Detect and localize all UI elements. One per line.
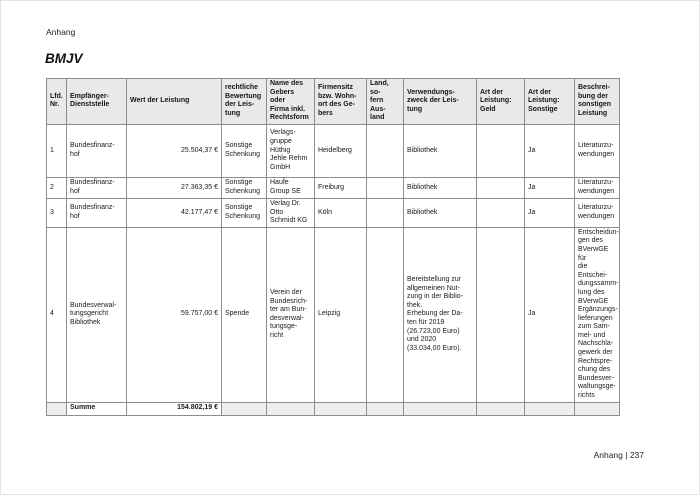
cell-geber: Verlags- gruppe Hüthig Jehle Rehm GmbH	[266, 123, 315, 178]
column-header-wert: Wert der Leistung	[126, 78, 222, 125]
sum-row-empty-cell	[524, 401, 575, 416]
cell-firmensitz: Heidelberg	[314, 123, 367, 178]
cell-land	[366, 226, 404, 403]
column-header-art-sonstige: Art der Leistung: Sonstige	[524, 78, 575, 125]
cell-bewertung: Sonstige Schenkung	[221, 123, 267, 178]
cell-lfd-nr: 2	[46, 176, 67, 199]
column-header-beschreibung: Beschrei- bung der sonstigen Leistung	[574, 78, 620, 125]
section-title: BMJV	[45, 51, 83, 66]
cell-firmensitz: Köln	[314, 197, 367, 228]
cell-art-geld	[476, 226, 525, 403]
cell-geber: Haufe Group SE	[266, 176, 315, 199]
cell-verwendungszweck: Bibliothek	[403, 123, 477, 178]
cell-beschreibung: Literaturzu- wendungen	[574, 197, 620, 228]
cell-beschreibung: Entscheidun- gen des BVerwGE für die Ent…	[574, 226, 620, 403]
table-row: 1 Bundesfinanz- hof 25.504,37 € Sonstige…	[46, 123, 620, 178]
cell-beschreibung: Literaturzu- wendungen	[574, 123, 620, 178]
cell-land	[366, 176, 404, 199]
cell-bewertung: Spende	[221, 226, 267, 403]
cell-art-sonstige: Ja	[524, 226, 575, 403]
cell-lfd-nr: 3	[46, 197, 67, 228]
cell-art-sonstige: Ja	[524, 123, 575, 178]
sum-row-empty-cell	[221, 401, 267, 416]
column-header-geber: Name des Gebers oder Firma inkl. Rechtsf…	[266, 78, 315, 125]
sum-row-empty-cell	[314, 401, 367, 416]
cell-art-geld	[476, 176, 525, 199]
cell-firmensitz: Freiburg	[314, 176, 367, 199]
cell-land	[366, 197, 404, 228]
cell-verwendungszweck: Bibliothek	[403, 176, 477, 199]
sum-row-empty-cell	[266, 401, 315, 416]
cell-wert: 59.757,00 €	[126, 226, 222, 403]
cell-firmensitz: Leipzig	[314, 226, 367, 403]
cell-geber: Verlag Dr. Otto Schmidt KG	[266, 197, 315, 228]
cell-empfaenger: Bundesfinanz- hof	[66, 176, 127, 199]
cell-verwendungszweck: Bibliothek	[403, 197, 477, 228]
column-header-bewertung: rechtliche Bewertung der Leis- tung	[221, 78, 267, 125]
sum-row: Summe 154.802,19 €	[46, 401, 620, 416]
sum-row-empty-cell	[403, 401, 477, 416]
cell-empfaenger: Bundesfinanz- hof	[66, 197, 127, 228]
table-row: 2 Bundesfinanz- hof 27.363,35 € Sonstige…	[46, 176, 620, 199]
page-header-label: Anhang	[46, 27, 76, 37]
cell-wert: 25.504,37 €	[126, 123, 222, 178]
benefits-table: Lfd. Nr. Empfänger- Dienststelle Wert de…	[46, 78, 620, 416]
cell-geber: Verein der Bundesrich- ter am Bun- desve…	[266, 226, 315, 403]
cell-empfaenger: Bundesfinanz- hof	[66, 123, 127, 178]
cell-verwendungszweck: Bereitstellung zur allgemeinen Nut- zung…	[403, 226, 477, 403]
column-header-art-geld: Art der Leistung: Geld	[476, 78, 525, 125]
column-header-empfaenger: Empfänger- Dienststelle	[66, 78, 127, 125]
column-header-verwendungszweck: Verwendungs- zweck der Leis- tung	[403, 78, 477, 125]
column-header-lfd-nr: Lfd. Nr.	[46, 78, 67, 125]
cell-bewertung: Sonstige Schenkung	[221, 197, 267, 228]
cell-bewertung: Sonstige Schenkung	[221, 176, 267, 199]
column-header-land: Land, so- fern Aus- land	[366, 78, 404, 125]
page-footer: Anhang | 237	[593, 450, 644, 460]
cell-beschreibung: Literaturzu- wendungen	[574, 176, 620, 199]
sum-row-empty-cell	[366, 401, 404, 416]
cell-art-sonstige: Ja	[524, 197, 575, 228]
column-header-firmensitz: Firmensitz bzw. Wohn- ort des Ge- bers	[314, 78, 367, 125]
sum-row-empty-cell	[46, 401, 67, 416]
cell-wert: 27.363,35 €	[126, 176, 222, 199]
sum-row-value: 154.802,19 €	[126, 401, 222, 416]
cell-land	[366, 123, 404, 178]
cell-art-geld	[476, 123, 525, 178]
table-header-row: Lfd. Nr. Empfänger- Dienststelle Wert de…	[46, 78, 620, 125]
sum-row-empty-cell	[476, 401, 525, 416]
cell-art-geld	[476, 197, 525, 228]
cell-art-sonstige: Ja	[524, 176, 575, 199]
table-row: 3 Bundesfinanz- hof 42.177,47 € Sonstige…	[46, 197, 620, 228]
sum-row-empty-cell	[574, 401, 620, 416]
cell-lfd-nr: 1	[46, 123, 67, 178]
sum-row-label: Summe	[66, 401, 127, 416]
cell-lfd-nr: 4	[46, 226, 67, 403]
table-row: 4 Bundesverwal- tungsgericht Bibliothek …	[46, 226, 620, 403]
cell-wert: 42.177,47 €	[126, 197, 222, 228]
cell-empfaenger: Bundesverwal- tungsgericht Bibliothek	[66, 226, 127, 403]
